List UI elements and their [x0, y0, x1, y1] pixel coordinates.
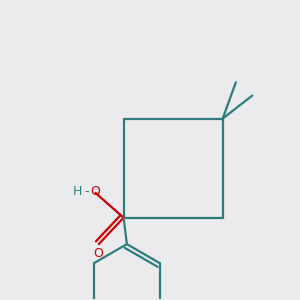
Text: O: O [93, 247, 103, 260]
Text: -: - [84, 185, 88, 198]
Text: H: H [73, 185, 82, 198]
Text: O: O [91, 185, 100, 198]
